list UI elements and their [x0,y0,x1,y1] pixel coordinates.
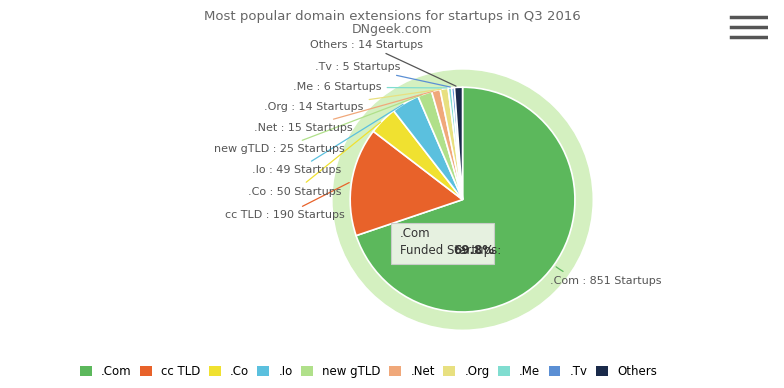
Wedge shape [448,88,463,199]
Wedge shape [394,97,463,199]
Wedge shape [440,88,463,199]
Text: 69.8%: 69.8% [453,244,494,256]
Wedge shape [350,131,463,236]
Text: Funded Startups:: Funded Startups: [400,244,505,256]
Text: new gTLD : 25 Startups: new gTLD : 25 Startups [214,95,423,154]
Wedge shape [373,111,463,199]
Wedge shape [418,92,463,199]
Text: Most popular domain extensions for startups in Q3 2016: Most popular domain extensions for start… [204,10,580,23]
Text: .Org : 14 Startups: .Org : 14 Startups [264,89,441,113]
Text: .Com : 851 Startups: .Com : 851 Startups [550,267,662,286]
Text: .Com: .Com [400,227,430,240]
Text: Others : 14 Startups: Others : 14 Startups [310,40,456,86]
Text: .Io : 49 Startups: .Io : 49 Startups [252,104,403,175]
Legend: .Com, cc TLD, .Co, .Io, new gTLD, .Net, .Org, .Me, .Tv, Others: .Com, cc TLD, .Co, .Io, new gTLD, .Net, … [78,362,659,380]
Wedge shape [356,87,575,312]
Text: DNgeek.com: DNgeek.com [352,23,432,36]
Text: .Me : 6 Startups: .Me : 6 Startups [293,82,447,92]
Text: .Net : 15 Startups: .Net : 15 Startups [254,91,434,133]
Wedge shape [432,90,463,199]
Circle shape [333,70,592,329]
Text: cc TLD : 190 Startups: cc TLD : 190 Startups [225,183,349,220]
FancyBboxPatch shape [390,223,494,264]
Text: .Tv : 5 Startups: .Tv : 5 Startups [315,62,450,87]
Text: .Co : 50 Startups: .Co : 50 Startups [248,122,381,197]
Wedge shape [452,88,463,199]
Wedge shape [455,87,463,199]
